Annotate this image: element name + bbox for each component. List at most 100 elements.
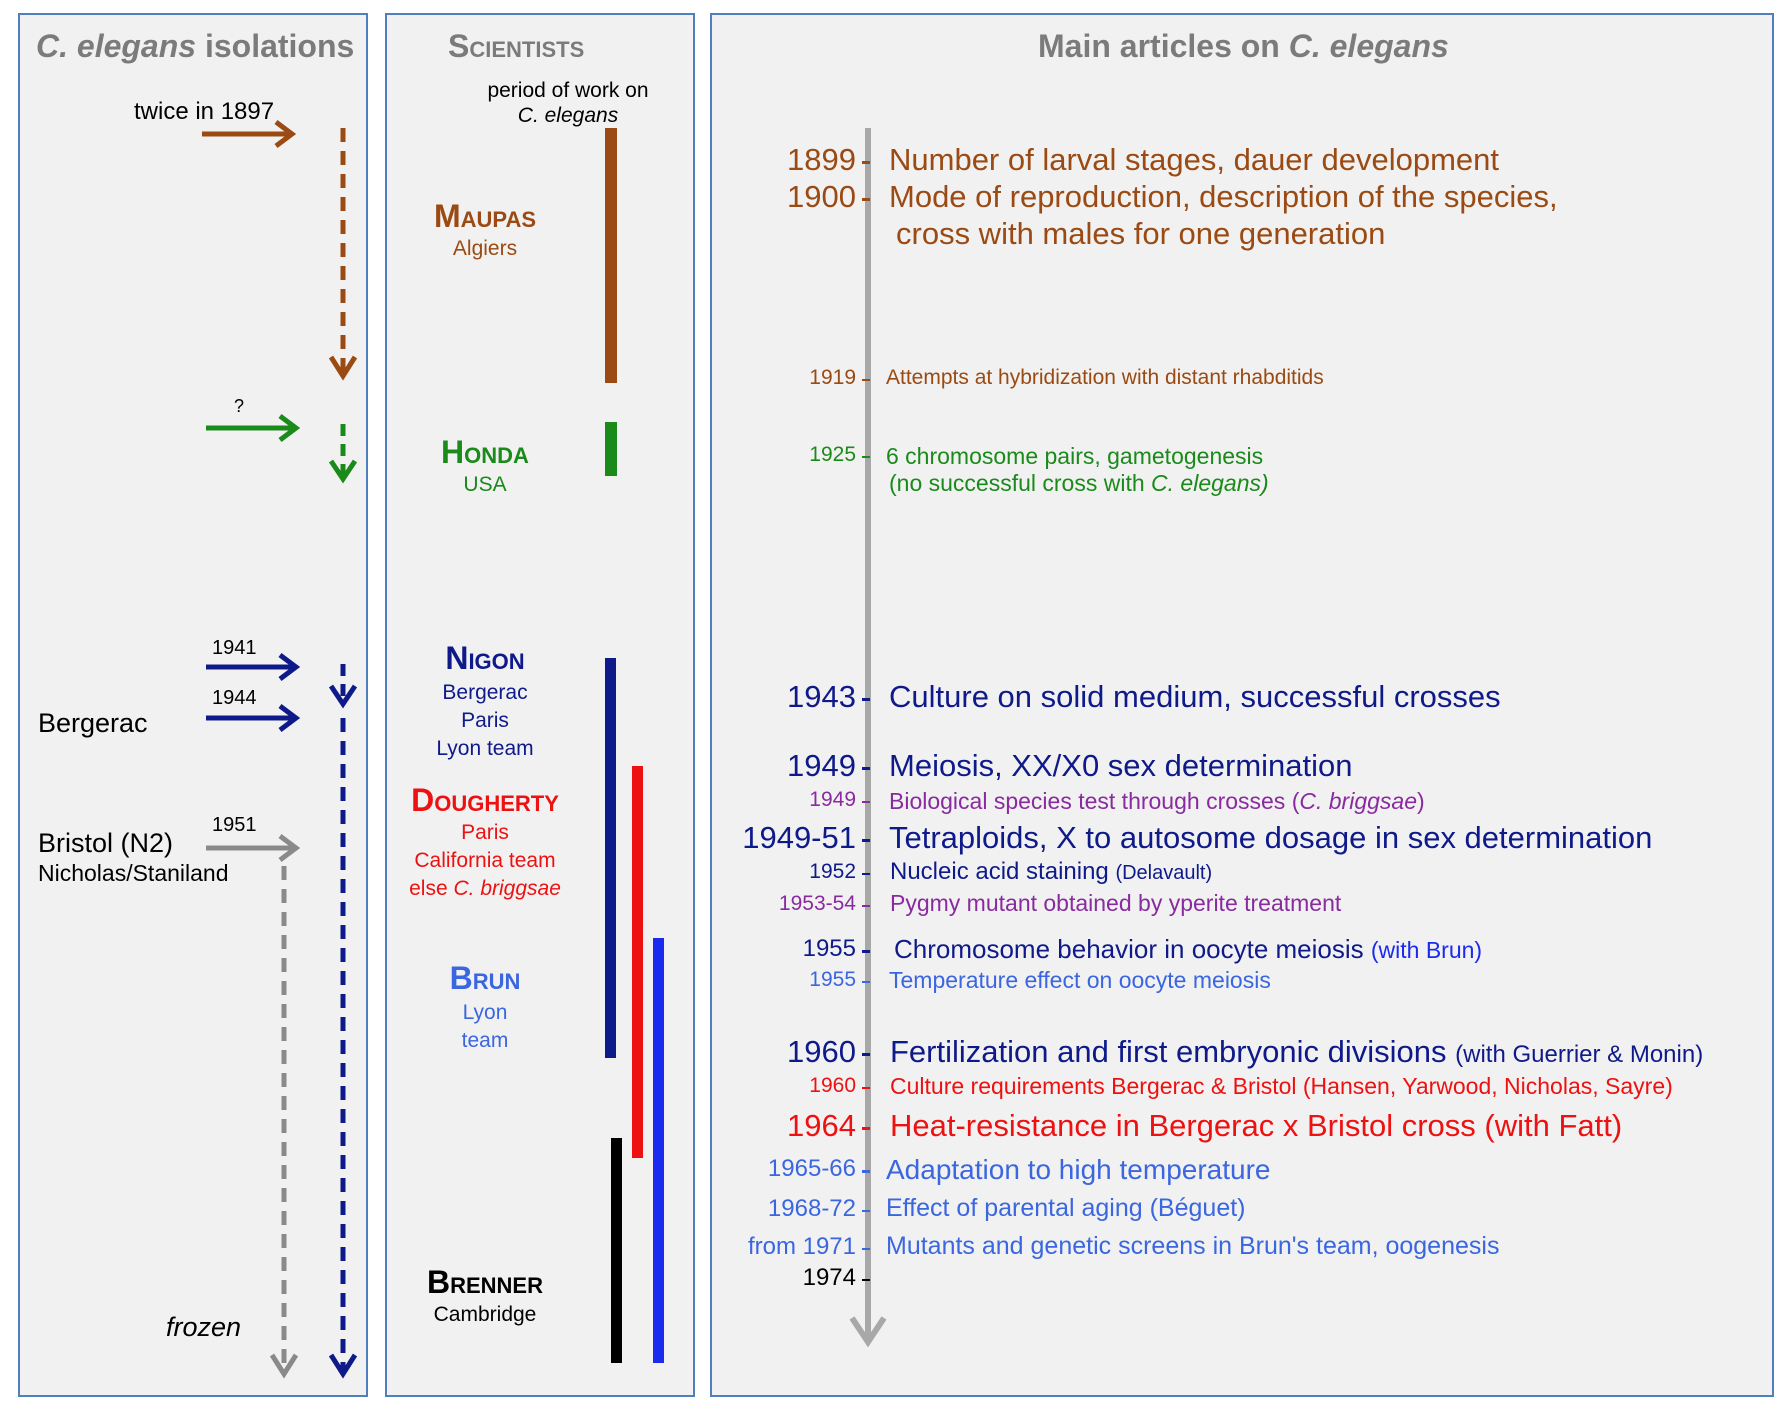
scientists-panel: [385, 13, 695, 1397]
bristol-isolation-arrow: [206, 834, 301, 862]
article-1925: 6 chromosome pairs, gametogenesis: [886, 443, 1264, 469]
scientist-name: Brun: [449, 960, 521, 996]
article-1949a: Meiosis, XX/X0 sex determination: [889, 748, 1353, 783]
tick: [862, 767, 870, 770]
timeline-axis: [849, 128, 887, 1348]
year-1925: 1925: [809, 443, 856, 466]
label-nicholas: Nicholas/Staniland: [38, 860, 229, 886]
article-1943: Culture on solid medium, successful cros…: [889, 679, 1501, 714]
article-1919: Attempts at hybridization with distant r…: [886, 366, 1324, 389]
label-bergerac: Bergerac: [38, 708, 148, 738]
articles-title: Main articles on C. elegans: [1038, 28, 1449, 64]
tick: [862, 1210, 870, 1212]
scientist-nigon: Nigon Bergerac Paris Lyon team: [385, 640, 585, 763]
tick: [862, 698, 870, 701]
tick: [862, 1248, 870, 1250]
tick: [862, 873, 870, 875]
bergerac-culture-arrow: [328, 718, 358, 1379]
scientist-line: Paris: [461, 709, 509, 732]
article-1968-72: Effect of parental aging (Béguet): [886, 1194, 1246, 1222]
tick: [862, 950, 870, 953]
year-1960a: 1960: [787, 1034, 856, 1069]
year-1965-66: 1965-66: [767, 1155, 856, 1182]
year-1899: 1899: [787, 142, 856, 177]
maupas-culture-arrow: [328, 128, 358, 381]
scientist-name: Brenner: [426, 1264, 543, 1300]
nigon-period-bar: [605, 658, 616, 1058]
year-1968-72: 1968-72: [767, 1195, 856, 1222]
year-1919: 1919: [809, 366, 856, 389]
scientist-line: Lyon: [462, 1001, 508, 1024]
article-1964: Heat-resistance in Bergerac x Bristol cr…: [890, 1108, 1623, 1143]
label-question: ?: [234, 396, 245, 416]
label-1941: 1941: [212, 637, 257, 659]
scientist-name: Maupas: [433, 198, 537, 234]
brenner-period-bar: [611, 1138, 622, 1363]
year-1974: 1974: [802, 1264, 856, 1291]
scientist-line: Lyon team: [436, 737, 534, 760]
year-1955a: 1955: [802, 935, 856, 962]
tick: [862, 1279, 870, 1281]
scientist-name: Dougherty: [411, 782, 559, 818]
article-1925-line2: (no successful cross with C. elegans): [889, 470, 1269, 496]
isolations-title: C. elegans isolations: [36, 28, 355, 64]
tick: [862, 801, 870, 803]
maupas-period-bar: [605, 128, 617, 383]
scientists-title: Scientists: [448, 28, 585, 64]
period-caption-line2: C. elegans: [517, 104, 619, 127]
year-from-1971: from 1971: [747, 1233, 856, 1260]
scientist-brenner: Brenner Cambridge: [385, 1264, 585, 1329]
year-1964: 1964: [787, 1108, 856, 1143]
honda-period-bar: [605, 422, 617, 476]
scientist-line: California team: [414, 849, 556, 872]
article-1965-66: Adaptation to high temperature: [886, 1154, 1271, 1185]
nigon-short-arrow: [328, 664, 358, 709]
year-1952: 1952: [809, 860, 856, 883]
dougherty-period-bar: [632, 766, 643, 1158]
scientist-dougherty: Dougherty Paris California team else C. …: [385, 782, 585, 903]
tick: [862, 161, 870, 164]
tick: [862, 1053, 870, 1056]
scientist-name: Nigon: [445, 640, 525, 676]
article-1955b: Temperature effect on oocyte meiosis: [889, 967, 1271, 993]
tick: [862, 1170, 870, 1173]
scientist-line: else C. briggsae: [409, 877, 561, 900]
tick: [862, 198, 870, 201]
period-caption-line1: period of work on: [487, 79, 649, 102]
year-1949b: 1949: [809, 788, 856, 811]
tick: [862, 379, 870, 381]
article-from-1971: Mutants and genetic screens in Brun's te…: [886, 1232, 1500, 1260]
scientist-brun: Brun Lyon team: [385, 960, 585, 1055]
tick: [862, 981, 870, 983]
article-1899: Number of larval stages, dauer developme…: [889, 142, 1499, 177]
scientist-honda: Honda USA: [385, 434, 585, 499]
year-1949-51: 1949-51: [742, 820, 856, 855]
year-1953-54: 1953-54: [778, 892, 856, 915]
article-1949-51: Tetraploids, X to autosome dosage in sex…: [889, 820, 1653, 855]
scientist-place: Algiers: [452, 237, 518, 260]
year-1943: 1943: [787, 679, 856, 714]
year-1955b: 1955: [809, 968, 856, 991]
scientist-maupas: Maupas Algiers: [385, 198, 585, 263]
scientist-line: Bergerac: [442, 681, 528, 704]
scientist-line: Cambridge: [433, 1303, 537, 1326]
label-twice-1897: twice in 1897: [134, 98, 275, 125]
isolation-1944-arrow: [206, 704, 301, 732]
scientist-line: Paris: [461, 821, 509, 844]
tick: [862, 905, 870, 907]
year-1900: 1900: [787, 179, 856, 214]
year-1960b: 1960: [809, 1074, 856, 1097]
scientist-line: team: [461, 1029, 509, 1052]
label-1944: 1944: [212, 687, 257, 709]
scientist-place: USA: [463, 473, 507, 496]
label-1951: 1951: [212, 814, 257, 836]
year-1949a: 1949: [787, 748, 856, 783]
honda-culture-arrow: [328, 424, 358, 484]
article-1900-line2: cross with males for one generation: [896, 216, 1386, 251]
article-1949b: Biological species test through crosses …: [889, 788, 1425, 814]
article-1900: Mode of reproduction, description of the…: [889, 179, 1558, 214]
articles-panel: [710, 13, 1774, 1397]
article-1952: Nucleic acid staining (Delavault): [890, 858, 1213, 885]
label-bristol: Bristol (N2): [38, 828, 174, 858]
